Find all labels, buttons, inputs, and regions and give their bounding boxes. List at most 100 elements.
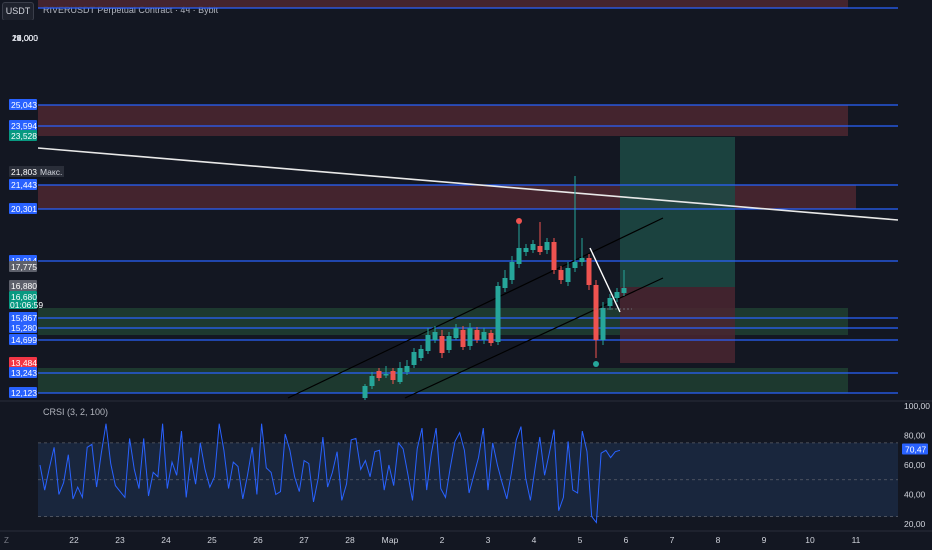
crsi-tick-label: 20,00 (904, 519, 926, 529)
candle-body (551, 242, 557, 270)
time-tick-label: 8 (716, 535, 721, 545)
candle-body (593, 285, 599, 340)
candle-body (425, 335, 431, 351)
candle-body (516, 248, 522, 264)
price-badge-label: 16,680 (11, 292, 37, 302)
candle-body (397, 368, 403, 382)
time-tick-label: 5 (578, 535, 583, 545)
candle-body (572, 262, 578, 268)
candle-body (600, 308, 606, 340)
signal-marker-buy (593, 361, 599, 367)
candle-body (621, 288, 627, 293)
price-badge-bg (9, 387, 37, 398)
price-badge-bg (9, 166, 37, 177)
crsi-tick-label: 60,00 (904, 460, 926, 470)
price-badge-label: 20,301 (11, 204, 37, 214)
price-badge: 13,243 (9, 367, 37, 378)
price-badge-bg (9, 120, 37, 131)
price-badge: 25,043 (9, 99, 37, 110)
crsi-indicator-label[interactable]: CRSI (3, 2, 100) (43, 407, 109, 417)
price-badge-label: 23,594 (11, 121, 37, 131)
timezone-toggle-icon[interactable]: Z (4, 536, 9, 545)
crsi-badge-bg (902, 443, 928, 455)
price-badge-bg (9, 99, 37, 110)
price-badge: 15,867 (9, 312, 37, 323)
price-badge-bg (9, 261, 37, 272)
candle-body (383, 374, 389, 376)
price-badge-bg (9, 357, 37, 368)
price-badge: 23,528 (9, 130, 37, 141)
crsi-tick-label: 100,00 (904, 401, 930, 411)
time-tick-label: 7 (670, 535, 675, 545)
time-tick-label: 9 (762, 535, 767, 545)
price-tick-label: 23,000 (12, 33, 38, 43)
candle-body (404, 366, 410, 372)
candle-body (411, 352, 417, 365)
price-badge-label: 13,484 (11, 358, 37, 368)
price-badge-label: 17,775 (11, 262, 37, 272)
candle-body (460, 330, 466, 347)
price-badge: 14,699 (9, 334, 37, 345)
price-badge: 17,775 (9, 261, 37, 272)
price-badge-bg (9, 179, 37, 190)
price-badge-bg (9, 203, 37, 214)
price-badge-bg (9, 312, 37, 323)
candle-body (439, 336, 445, 353)
candle-body (495, 286, 501, 342)
price-badge-bg (9, 280, 37, 291)
price-badge-label: 15,867 (11, 313, 37, 323)
candle-body (488, 333, 494, 343)
candle-body (509, 262, 515, 280)
price-badge-label: 14,699 (11, 335, 37, 345)
candle-body (467, 328, 473, 346)
price-badge-label: 12,123 (11, 388, 37, 398)
drawn-line (589, 247, 621, 313)
price-badge: 23,594 (9, 120, 37, 131)
candle-body (390, 371, 396, 380)
price-badge-bg (9, 334, 37, 345)
stop-loss-zone (620, 287, 735, 363)
time-tick-label: 25 (207, 535, 217, 545)
trend-line (37, 147, 899, 221)
price-tick-label: 20,000 (12, 33, 38, 43)
price-tick-label: 28,000 (12, 33, 38, 43)
channel-line-upper (287, 217, 664, 399)
candle-body (544, 242, 550, 250)
candle-body (502, 278, 508, 288)
price-badge: 15,280 (9, 322, 37, 333)
channel-line-lower (404, 277, 664, 399)
price-badge-label: 21,443 (11, 180, 37, 190)
max-badge-bg (37, 166, 64, 177)
time-tick-label: 26 (253, 535, 263, 545)
price-badge: 21,443 (9, 179, 37, 190)
crsi-value-badge: 70,47 (902, 443, 928, 455)
price-tick-label: 21,000 (12, 33, 38, 43)
candle-body (537, 246, 543, 252)
candle-body (362, 386, 368, 398)
price-badge: 20,301 (9, 203, 37, 214)
candle-body (446, 336, 452, 350)
price-tick-label: 19,000 (12, 33, 38, 43)
time-tick-label: 4 (532, 535, 537, 545)
candle-body (607, 298, 613, 306)
price-badge-bg (9, 322, 37, 333)
time-tick-label: 3 (486, 535, 491, 545)
price-badge-label: 15,280 (11, 323, 37, 333)
price-tick-label: 26,000 (12, 33, 38, 43)
price-badge-label: 23,528 (11, 131, 37, 141)
resistance-zone-top (38, 0, 848, 8)
candle-body (586, 258, 592, 285)
crsi-badge-label: 70,47 (905, 445, 927, 455)
candle-body (432, 332, 438, 340)
signal-marker-sell (516, 218, 522, 224)
price-badge-label: 21,803 (11, 167, 37, 177)
time-tick-label: 2 (440, 535, 445, 545)
price-badge-bg (9, 291, 37, 309)
countdown-label: 01:06:59 (10, 300, 43, 310)
candle-body (614, 292, 620, 298)
time-tick-label: 6 (624, 535, 629, 545)
price-badge-label: 25,043 (11, 100, 37, 110)
crsi-tick-label: 40,00 (904, 490, 926, 500)
candle-body (376, 371, 382, 378)
